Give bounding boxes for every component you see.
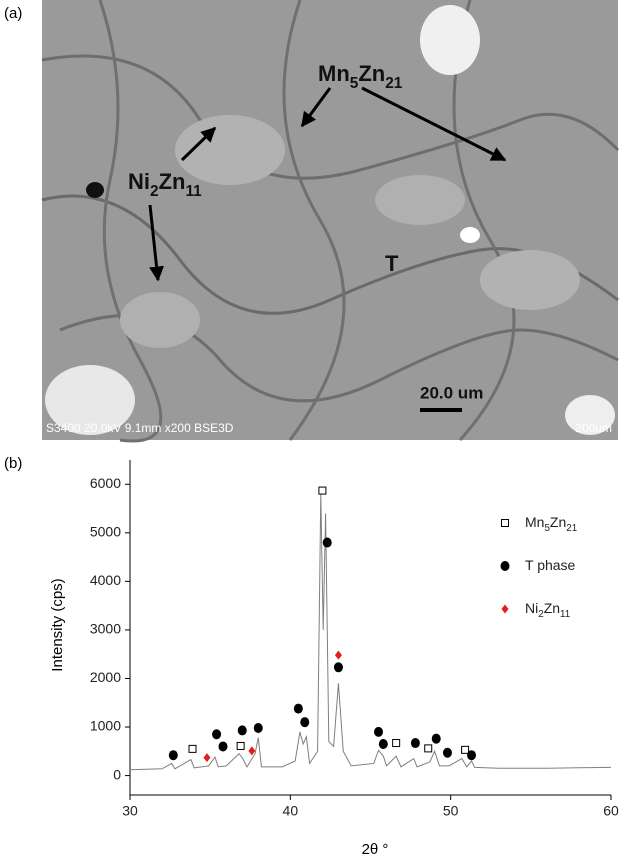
y-axis-label: Intensity (cps) [49,578,66,671]
square-marker [424,744,433,753]
circle-marker [322,537,332,548]
y-tick-label: 1000 [90,718,121,734]
x-tick-label: 40 [283,803,299,819]
x-tick-label: 60 [603,803,619,819]
legend-label: Mn5Zn21 [525,514,577,534]
y-tick-label: 2000 [90,669,121,685]
circle-marker [410,738,420,749]
circle-marker [333,662,343,673]
xrd-trace [129,493,612,771]
circle-marker [237,725,247,736]
legend-label: Ni2Zn11 [525,600,570,620]
square-marker [461,745,470,754]
y-tick-label: 3000 [90,621,121,637]
x-tick-label: 30 [122,803,138,819]
circle-marker [253,723,263,733]
diamond-marker [203,753,211,763]
footer-right: 200um [575,421,612,435]
footer-left: S3400 20.0kV 9.1mm x200 BSE3D [46,421,234,435]
legend-marker [500,561,510,571]
y-tick-label: 6000 [90,475,121,491]
circle-marker [442,747,452,758]
y-tick-label: 0 [113,766,121,782]
circle-marker [374,726,384,737]
square-marker [318,486,327,495]
square-marker [188,744,197,753]
circle-marker [218,741,228,752]
ni-label: Ni2Zn11 [128,169,202,200]
scale-label: 20.0 um [420,383,483,402]
y-tick-label: 4000 [90,572,121,588]
legend-marker [501,519,509,527]
x-axis-label: 2θ ° [362,841,389,858]
legend-marker [501,604,509,614]
circle-marker [168,750,178,761]
y-tick-label: 5000 [90,524,121,540]
circle-marker [300,717,310,728]
circle-marker [467,750,477,761]
legend-label: T phase [525,557,576,573]
diamond-marker [334,650,342,660]
panel-label: (a) [4,5,22,22]
panel-label: (b) [4,455,22,472]
square-marker [236,741,245,750]
circle-marker [212,729,222,740]
circle-marker [378,739,388,750]
square-marker [392,739,401,748]
circle-marker [431,733,441,744]
mn-label: Mn5Zn21 [318,61,403,92]
x-tick-label: 50 [443,803,459,819]
circle-marker [293,703,303,714]
micrograph [41,0,620,443]
t-label: T [385,251,399,276]
diamond-marker [248,746,256,756]
